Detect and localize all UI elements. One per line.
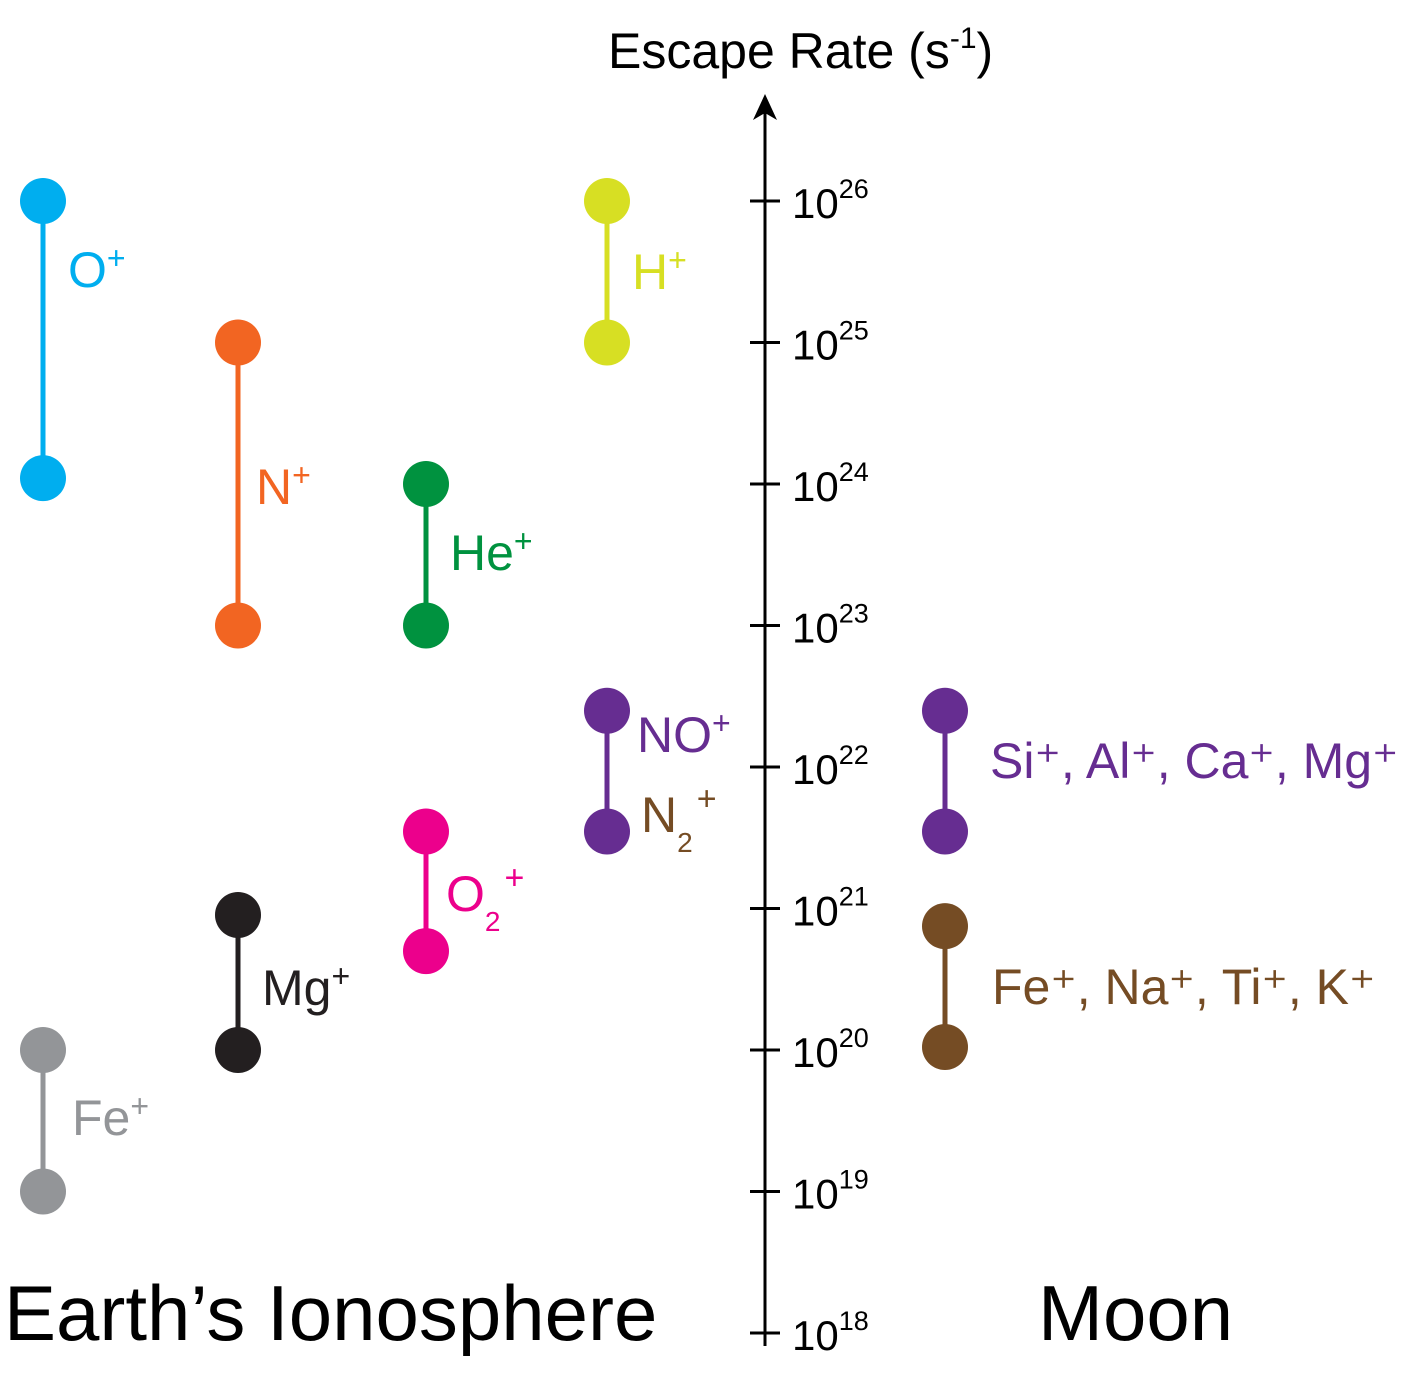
range-high-point (403, 461, 449, 507)
series-range: N2+ (641, 780, 717, 858)
series-group: O+ N+ He+ H+ NO+ N2+ O2+ Mg+ Fe+ Si⁺, Al⁺, Ca⁺, M… (20, 178, 1398, 1215)
series-label: Si⁺, Al⁺, Ca⁺, Mg⁺ (990, 733, 1398, 789)
series-label: N2+ (641, 780, 717, 858)
series-label: Fe+ (72, 1088, 149, 1146)
range-low-point (922, 808, 968, 855)
range-high-point (584, 687, 630, 734)
series-range: Mg+ (215, 891, 350, 1073)
range-low-point (584, 319, 630, 366)
y-tick-label: 1020 (792, 1023, 869, 1076)
series-range: H+ (584, 178, 687, 366)
y-tick-label: 1018 (792, 1306, 869, 1359)
series-range: NO+ (584, 687, 731, 855)
y-axis-arrow-icon (753, 94, 777, 120)
y-axis-ticks: 1026 1025 1024 1023 1022 1021 1020 1019 1018 (750, 174, 869, 1359)
range-low-point (922, 1024, 968, 1071)
range-high-point (922, 687, 968, 734)
group-label-moon: Moon (1038, 1269, 1233, 1357)
range-high-point (403, 808, 449, 855)
range-high-point (215, 319, 261, 366)
series-label: He+ (450, 523, 533, 581)
series-label: NO+ (637, 705, 731, 763)
series-label: O2+ (446, 859, 524, 937)
range-high-point (584, 178, 630, 224)
y-tick-label: 1025 (792, 316, 869, 369)
series-range: O+ (20, 178, 126, 502)
series-range: O2+ (403, 808, 524, 975)
range-low-point (215, 602, 261, 649)
range-high-point (20, 1027, 66, 1073)
series-label: Mg+ (262, 958, 350, 1016)
range-high-point (20, 178, 66, 224)
series-label: H+ (632, 242, 687, 300)
series-range: Si⁺, Al⁺, Ca⁺, Mg⁺ (922, 687, 1398, 855)
range-low-point (20, 1168, 66, 1215)
range-low-point (215, 1027, 261, 1073)
range-low-point (20, 455, 66, 502)
series-range: He+ (403, 461, 533, 649)
y-tick-label: 1024 (792, 457, 869, 510)
y-tick-label: 1022 (792, 740, 869, 793)
series-range: N+ (215, 319, 311, 649)
y-tick-label: 1026 (792, 174, 869, 227)
series-range: Fe⁺, Na⁺, Ti⁺, K⁺ (922, 903, 1375, 1071)
series-label: O+ (68, 240, 126, 298)
series-label: N+ (256, 457, 311, 515)
range-low-point (403, 928, 449, 975)
range-high-point (215, 891, 261, 938)
range-high-point (922, 903, 968, 950)
series-range: Fe+ (20, 1027, 149, 1215)
y-axis-title-sup: -1 (950, 22, 977, 55)
y-axis-title-close: ) (977, 23, 994, 79)
y-axis-title: Escape Rate (s-1) (608, 22, 993, 79)
range-low-point (584, 808, 630, 855)
series-label: Fe⁺, Na⁺, Ti⁺, K⁺ (992, 959, 1375, 1015)
group-label-earth: Earth’s Ionosphere (4, 1269, 657, 1357)
y-tick-label: 1019 (792, 1165, 869, 1218)
y-tick-label: 1023 (792, 599, 869, 652)
range-low-point (403, 602, 449, 649)
y-tick-label: 1021 (792, 882, 869, 935)
